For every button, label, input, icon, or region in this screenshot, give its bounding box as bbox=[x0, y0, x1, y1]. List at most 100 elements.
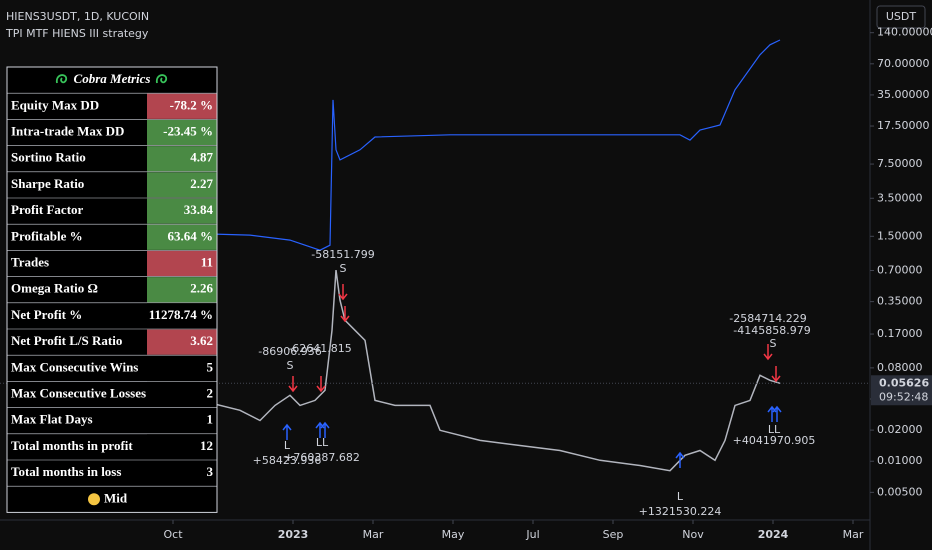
value-cell bbox=[147, 250, 217, 277]
trade-arrow bbox=[320, 421, 330, 438]
trade-arrow bbox=[675, 451, 685, 468]
trade-annotation: S bbox=[287, 359, 294, 372]
countdown-label: 09:52:48 bbox=[879, 390, 928, 403]
y-tick-label: 0.08000 bbox=[877, 361, 923, 374]
x-tick-label: Mar bbox=[843, 528, 864, 541]
metric-value: 3.62 bbox=[190, 333, 213, 348]
trade-annotation: -4145858.979 bbox=[733, 324, 810, 337]
series-line bbox=[139, 39, 781, 251]
title-ornament bbox=[155, 74, 168, 84]
y-tick-label: 140.00000 bbox=[877, 26, 932, 39]
last-price-box bbox=[871, 375, 932, 406]
metric-label: Net Profit L/S Ratio bbox=[11, 333, 122, 348]
trade-annotation: -58151.799 bbox=[311, 248, 374, 261]
metric-label: Omega Ratio Ω bbox=[11, 281, 98, 296]
trade-arrow bbox=[340, 306, 350, 323]
trade-annotation: -62641.815 bbox=[288, 342, 351, 355]
metric-label: Total months in loss bbox=[11, 464, 121, 479]
metric-label: Equity Max DD bbox=[11, 97, 99, 112]
x-tick-label: Oct bbox=[163, 528, 183, 541]
trade-arrow bbox=[288, 376, 298, 393]
currency-button[interactable] bbox=[876, 5, 926, 29]
value-cell bbox=[147, 146, 217, 172]
trade-annotation: -86906.936 bbox=[258, 345, 321, 358]
currency-label[interactable]: USDT bbox=[886, 10, 917, 23]
metric-label: Profit Factor bbox=[11, 202, 84, 217]
metric-value: -23.45 % bbox=[163, 123, 213, 138]
metric-value: 2.27 bbox=[190, 176, 213, 191]
y-tick-label: 0.17000 bbox=[877, 327, 923, 340]
table-title: Cobra Metrics bbox=[74, 71, 151, 86]
metric-value: 3 bbox=[207, 464, 214, 479]
x-tick-label: Jul bbox=[525, 528, 539, 541]
metric-label: Max Consecutive Losses bbox=[11, 385, 146, 400]
trade-annotation: -2584714.229 bbox=[729, 312, 806, 325]
metric-label: Net Profit % bbox=[11, 307, 82, 322]
metric-label: Trades bbox=[11, 254, 49, 269]
x-tick-label: 2023 bbox=[278, 528, 309, 541]
x-tick-label: Nov bbox=[682, 528, 704, 541]
y-tick-label: 70.00000 bbox=[877, 57, 930, 70]
neutral-face bbox=[88, 493, 100, 506]
value-cell bbox=[147, 277, 217, 303]
value-cell bbox=[147, 434, 217, 460]
y-tick-label: 0.00500 bbox=[877, 485, 923, 498]
x-tick-label: Sep bbox=[603, 528, 624, 541]
trade-annotation: +760387.682 bbox=[284, 451, 360, 464]
x-tick-label: 2024 bbox=[758, 528, 789, 541]
y-tick-label: 1.50000 bbox=[877, 229, 923, 242]
trade-arrow bbox=[316, 376, 326, 393]
metric-value: -78.2 % bbox=[170, 97, 213, 112]
metric-value: 4.87 bbox=[190, 150, 213, 165]
value-cell bbox=[147, 198, 217, 224]
trade-annotation: L bbox=[677, 490, 684, 503]
y-tick-label: 0.35000 bbox=[877, 295, 923, 308]
metric-value: 63.64 % bbox=[168, 228, 214, 243]
y-tick-label: 17.50000 bbox=[877, 119, 930, 132]
trade-arrow bbox=[763, 344, 773, 361]
metric-value: 11 bbox=[201, 254, 213, 269]
table-footer: Mid bbox=[104, 490, 128, 505]
trade-annotation: +1321530.224 bbox=[639, 505, 722, 518]
x-tick-label: May bbox=[442, 528, 465, 541]
trade-arrow bbox=[338, 284, 348, 301]
series-line bbox=[139, 270, 781, 472]
value-cell bbox=[147, 460, 217, 486]
y-tick-label: 7.50000 bbox=[877, 157, 923, 170]
y-tick-label: 0.01000 bbox=[877, 454, 923, 467]
metric-label: Sortino Ratio bbox=[11, 150, 86, 165]
metric-label: Max Consecutive Wins bbox=[11, 359, 138, 374]
trade-arrow bbox=[771, 366, 781, 383]
value-cell bbox=[147, 408, 217, 434]
value-cell bbox=[147, 381, 217, 408]
metric-value: 12 bbox=[200, 438, 213, 453]
strategy-title: TPI MTF HIENS III strategy bbox=[5, 27, 149, 40]
y-tick-label: 0.02000 bbox=[877, 423, 923, 436]
metric-label: Intra-trade Max DD bbox=[11, 123, 124, 138]
value-cell bbox=[147, 119, 217, 146]
plot-area: 140.00000 70.00000 35.00000 17.50000 7.50000… bbox=[0, 26, 932, 541]
value-cell bbox=[147, 355, 217, 381]
trade-annotation: S bbox=[770, 337, 777, 350]
symbol-title: HIENS3USDT, 1D, KUCOIN bbox=[6, 10, 149, 23]
metric-label: Total months in profit bbox=[11, 438, 133, 453]
metric-value: 5 bbox=[207, 359, 214, 374]
trade-arrow bbox=[772, 405, 782, 422]
value-cell bbox=[147, 303, 217, 329]
trade-annotation: L bbox=[284, 439, 291, 452]
metric-value: 2 bbox=[207, 385, 214, 400]
metric-label: Max Flat Days bbox=[11, 412, 93, 427]
y-tick-label: 35.00000 bbox=[877, 88, 930, 101]
metrics-table: Cobra Metrics Equity Max DD -78.2 % Intra-t… bbox=[6, 66, 218, 513]
value-cell bbox=[147, 329, 217, 355]
value-cell bbox=[147, 93, 217, 119]
value-cell bbox=[147, 172, 217, 198]
trade-annotation: +4041970.905 bbox=[733, 434, 816, 447]
last-price-label: 0.05626 bbox=[879, 376, 929, 389]
metric-value: 33.84 bbox=[184, 202, 214, 217]
y-tick-label: 3.50000 bbox=[877, 191, 923, 204]
trade-annotation: S bbox=[340, 262, 347, 275]
metric-value: 1 bbox=[207, 412, 214, 427]
metric-label: Sharpe Ratio bbox=[11, 176, 84, 191]
